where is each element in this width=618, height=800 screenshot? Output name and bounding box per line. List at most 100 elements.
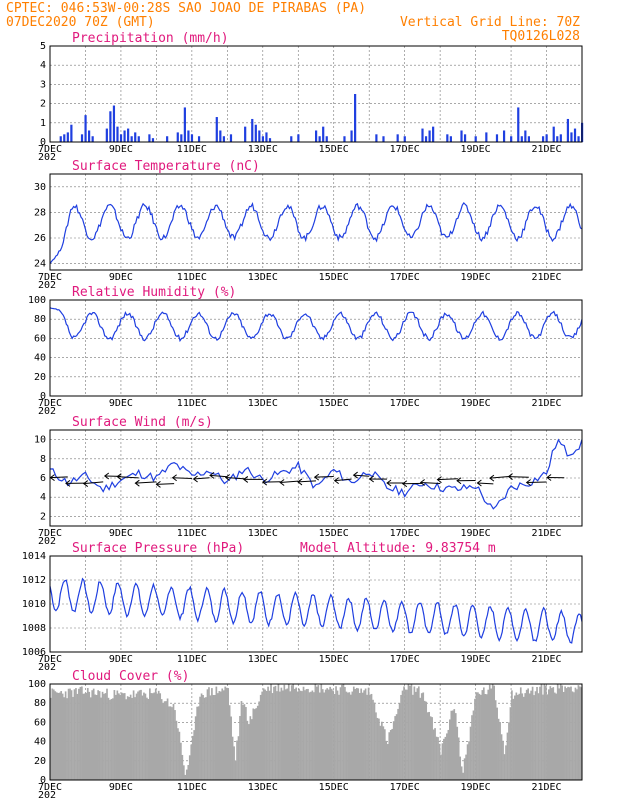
cloud-bar [286, 688, 289, 780]
cloud-bar [154, 688, 157, 780]
cloud-bar [301, 691, 303, 780]
cloud-bar [527, 688, 529, 780]
precip-bar [183, 107, 186, 142]
precip-bar [70, 124, 73, 142]
y-tick-label: 0 [40, 137, 46, 148]
cloud-bar [162, 702, 164, 780]
precip-bar [318, 136, 321, 142]
y-tick-label: 10 [34, 435, 46, 446]
cloud-bar [100, 697, 102, 780]
wind-vector [156, 483, 175, 485]
precip-bar [88, 130, 91, 142]
x-tick-label: 17DEC [390, 654, 420, 665]
cloud-bar [429, 716, 432, 780]
cloud-bar [57, 692, 60, 780]
cloud-bar [490, 688, 493, 780]
cloud-bar [222, 690, 225, 780]
cloud-bar [388, 732, 391, 780]
cloud-bar [410, 684, 413, 780]
cloud-bar [573, 692, 575, 780]
precip-bar [59, 136, 62, 142]
wind-vector-head [386, 479, 392, 487]
y-tick-label: 1008 [22, 623, 46, 634]
cloud-bar [259, 694, 262, 780]
cloud-bar [283, 684, 286, 780]
wind-vector-head [192, 475, 198, 483]
cloud-bar [437, 737, 439, 780]
wind-vector [117, 476, 139, 479]
panel-frame-cloud [49, 683, 583, 781]
y-tick-label: 30 [34, 182, 46, 193]
panel-title-cloud: Cloud Cover (%) [72, 669, 189, 684]
cloud-bar [361, 692, 364, 780]
precip-bar [297, 134, 300, 142]
precip-bar [446, 134, 449, 142]
precip-bar [127, 128, 130, 142]
x-tick-label: 15DEC [319, 528, 349, 539]
cloud-bar [431, 717, 433, 780]
wind-vector-head [224, 474, 231, 481]
precip-bar [577, 136, 580, 142]
cloud-bar [462, 772, 464, 780]
y-tick-label: 1010 [22, 599, 46, 610]
cloud-bar [460, 766, 463, 780]
precip-bar [176, 132, 179, 142]
precip-bar [375, 134, 378, 142]
cloud-bar [219, 691, 222, 780]
cloud-bar [556, 684, 559, 780]
precip-bar [180, 134, 183, 142]
cloud-bar [52, 689, 55, 780]
cloud-bar [86, 688, 89, 780]
cloud-bar [214, 694, 216, 780]
cloud-bar [577, 685, 580, 780]
cloud-bar [531, 686, 534, 780]
precip-bar [517, 107, 520, 142]
cloud-bar [163, 701, 166, 780]
cloud-bar [404, 689, 407, 780]
wind-vector-head [525, 479, 531, 486]
cloud-bar [330, 688, 333, 780]
wind-vector-head [368, 475, 374, 483]
cloud-bar [143, 692, 145, 780]
cloud-bar [227, 688, 230, 780]
cloud-bar [412, 694, 414, 780]
cloud-bar [187, 765, 190, 780]
precip-bar [524, 130, 527, 142]
cloud-bar [406, 689, 408, 780]
cloud-bar [426, 712, 429, 780]
cloud-bar [351, 691, 354, 780]
y-tick-label: 100 [28, 295, 46, 306]
cloud-bar [174, 710, 176, 780]
cloud-bar [367, 687, 370, 780]
cloud-bar [212, 694, 215, 780]
cloud-bar [392, 721, 395, 780]
x-tick-label: 9DEC [109, 398, 133, 409]
y-tick-label: 100 [28, 679, 46, 690]
cloud-bar [277, 684, 280, 780]
cloud-bar [221, 688, 224, 780]
wind-vector-head [209, 471, 215, 479]
cloud-bar [401, 690, 404, 780]
cloud-bar [69, 688, 71, 780]
cloud-bar [425, 701, 428, 780]
panels: Precipitation (mm/h) 0 1 2 3 4 5 7DEC 9DEC 11DEC 1… [22, 31, 584, 800]
cloud-bar [175, 720, 178, 780]
wind-vector-head [419, 479, 425, 486]
precip-bar [424, 136, 428, 142]
precip-bar [254, 124, 257, 142]
panel-frame-rh [49, 299, 583, 397]
cloud-bar [341, 684, 343, 780]
precip-bar [556, 136, 559, 142]
precip-bar [251, 118, 254, 142]
cloud-bar [435, 736, 438, 780]
x-tick-label: 21DEC [531, 782, 561, 793]
precip-bar [112, 105, 116, 142]
cloud-bar [103, 693, 105, 780]
precip-bar [449, 136, 452, 142]
cloud-bar [369, 694, 371, 780]
precip-bar [109, 111, 112, 142]
cloud-bar [276, 691, 278, 780]
cloud-bar [366, 694, 368, 780]
precip-bar [396, 134, 399, 142]
cloud-bar [126, 696, 129, 780]
